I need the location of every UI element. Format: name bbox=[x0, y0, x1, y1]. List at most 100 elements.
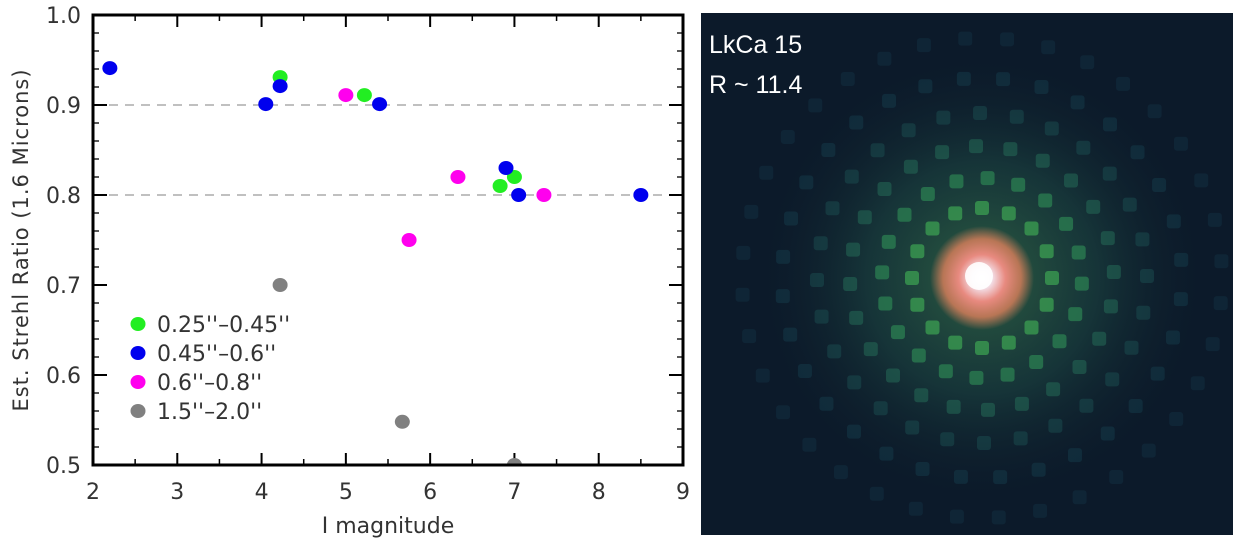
speckle-r2 bbox=[1046, 382, 1061, 397]
speckle-r3 bbox=[1139, 269, 1154, 284]
speckle-r3 bbox=[1009, 109, 1024, 124]
speckle-r2 bbox=[903, 159, 918, 174]
x-tick-label-1: 3 bbox=[170, 480, 184, 505]
speckle-r1 bbox=[969, 370, 984, 385]
speckle-r4 bbox=[783, 327, 798, 342]
speckle-r2 bbox=[863, 342, 878, 357]
speckle-r0 bbox=[925, 221, 940, 236]
speckle-r5 bbox=[755, 368, 770, 383]
scatter-plot: 2 3 4 5 6 7 8 9 0.5 0.6 0.7 0.8 0.9 1.0 I magnitude Est… bbox=[9, 4, 690, 539]
psf-peak bbox=[965, 262, 993, 290]
data-point-series1-3 bbox=[372, 97, 388, 112]
speckle-r5 bbox=[1072, 490, 1087, 505]
x-tick-label-0: 2 bbox=[86, 480, 100, 505]
speckle-r1 bbox=[938, 364, 953, 379]
speckle-r4 bbox=[1166, 214, 1181, 229]
speckle-r4 bbox=[915, 461, 930, 476]
legend-marker-2 bbox=[130, 375, 146, 389]
speckle-r1 bbox=[890, 325, 905, 340]
speckle-r2 bbox=[843, 276, 858, 291]
speckle-r5 bbox=[916, 38, 931, 53]
speckle-r4 bbox=[953, 469, 968, 484]
speckle-r3 bbox=[873, 401, 888, 416]
speckle-r0 bbox=[1039, 244, 1054, 259]
data-point-series3-2 bbox=[506, 458, 522, 465]
speckle-r4 bbox=[1174, 252, 1189, 267]
speckle-r5 bbox=[1080, 55, 1095, 70]
speckle-r0 bbox=[948, 335, 963, 350]
speckle-r4 bbox=[918, 79, 933, 94]
speckle-r3 bbox=[827, 344, 842, 359]
speckle-r2 bbox=[1086, 199, 1101, 214]
data-point-series3-0 bbox=[272, 278, 288, 292]
speckle-r5 bbox=[1147, 104, 1162, 119]
speckle-r0 bbox=[948, 206, 963, 221]
speckle-r1 bbox=[1000, 367, 1015, 382]
data-point-series3-1 bbox=[394, 414, 410, 429]
data-point-series1-0 bbox=[102, 61, 118, 76]
speckle-r4 bbox=[1165, 330, 1180, 345]
speckle-r3 bbox=[844, 169, 859, 184]
speckle-r1 bbox=[1052, 334, 1067, 349]
speckle-r1 bbox=[949, 174, 964, 189]
speckle-r0 bbox=[975, 201, 989, 215]
speckle-r1 bbox=[1029, 355, 1044, 370]
speckle-r2 bbox=[877, 181, 892, 196]
speckle-r2 bbox=[969, 139, 984, 154]
speckle-r4 bbox=[1173, 292, 1188, 307]
speckle-r3 bbox=[905, 420, 920, 435]
speckle-r3 bbox=[1013, 431, 1028, 446]
speckle-r2 bbox=[849, 310, 864, 325]
speckle-r2 bbox=[914, 388, 929, 403]
y-tick-label-2: 0.7 bbox=[46, 274, 81, 299]
speckle-r2 bbox=[1014, 396, 1029, 411]
speckle-r5 bbox=[1173, 136, 1188, 151]
speckle-r3 bbox=[825, 201, 840, 216]
speckle-r4 bbox=[1130, 145, 1145, 160]
speckle-r4 bbox=[775, 289, 790, 304]
speckle-r2 bbox=[1106, 265, 1121, 280]
speckle-r1 bbox=[897, 207, 912, 222]
data-point-series1-5 bbox=[511, 188, 527, 202]
speckle-r2 bbox=[1003, 142, 1018, 157]
speckle-r3 bbox=[1079, 398, 1094, 413]
data-point-series0-1 bbox=[356, 88, 372, 103]
data-point-series1-2 bbox=[272, 79, 288, 94]
legend-label-1: 0.45''–0.6'' bbox=[157, 342, 276, 367]
speckle-r5 bbox=[1041, 40, 1056, 55]
speckle-r2 bbox=[935, 145, 950, 160]
speckle-r2 bbox=[1100, 231, 1115, 246]
speckle-r0 bbox=[910, 244, 925, 259]
speckle-r5 bbox=[1169, 412, 1184, 427]
legend-label-0: 0.25''–0.45'' bbox=[157, 313, 290, 338]
speckle-r2 bbox=[1035, 153, 1050, 168]
speckle-r3 bbox=[940, 432, 955, 447]
data-point-series1-4 bbox=[498, 161, 514, 175]
speckle-r5 bbox=[1116, 76, 1131, 91]
speckle-r1 bbox=[1059, 216, 1074, 231]
x-axis-title: I magnitude bbox=[322, 514, 454, 539]
speckle-r4 bbox=[882, 93, 897, 108]
speckle-r3 bbox=[976, 435, 991, 450]
speckle-r4 bbox=[1070, 95, 1085, 110]
speckle-r5 bbox=[877, 51, 892, 66]
speckle-r1 bbox=[878, 296, 893, 311]
legend-marker-1 bbox=[130, 346, 146, 360]
y-tick-label-4: 0.9 bbox=[46, 94, 81, 119]
x-tick-label-5: 7 bbox=[507, 480, 521, 505]
speckle-r1 bbox=[911, 348, 926, 363]
speckle-r3 bbox=[1044, 121, 1059, 136]
speckle-r1 bbox=[980, 171, 995, 186]
speckle-r2 bbox=[857, 210, 872, 225]
speckle-r4 bbox=[1128, 399, 1143, 414]
speckle-r3 bbox=[1122, 197, 1137, 212]
speckle-r3 bbox=[1048, 418, 1063, 433]
x-tick-label-6: 8 bbox=[592, 480, 606, 505]
speckle-r3 bbox=[847, 375, 862, 390]
speckle-r4 bbox=[819, 396, 834, 411]
speckle-r3 bbox=[813, 236, 828, 251]
target-name-label: LkCa 15 bbox=[709, 31, 803, 59]
speckle-r5 bbox=[735, 287, 750, 302]
x-tick-label-7: 9 bbox=[676, 480, 690, 505]
